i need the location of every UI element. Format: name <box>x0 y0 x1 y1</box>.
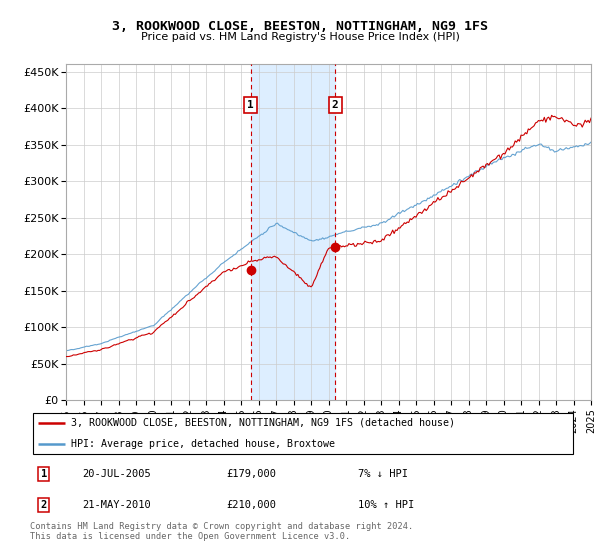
Bar <box>251 64 335 400</box>
Text: 1: 1 <box>41 469 47 479</box>
Text: 1: 1 <box>247 100 254 110</box>
Text: HPI: Average price, detached house, Broxtowe: HPI: Average price, detached house, Brox… <box>71 439 335 449</box>
Text: 2: 2 <box>41 500 47 510</box>
Text: Contains HM Land Registry data © Crown copyright and database right 2024.
This d: Contains HM Land Registry data © Crown c… <box>30 522 413 542</box>
Text: £179,000: £179,000 <box>227 469 277 479</box>
Text: Price paid vs. HM Land Registry's House Price Index (HPI): Price paid vs. HM Land Registry's House … <box>140 32 460 43</box>
Text: 7% ↓ HPI: 7% ↓ HPI <box>358 469 407 479</box>
Text: 21-MAY-2010: 21-MAY-2010 <box>82 500 151 510</box>
Text: 10% ↑ HPI: 10% ↑ HPI <box>358 500 414 510</box>
Text: 2: 2 <box>332 100 338 110</box>
FancyBboxPatch shape <box>33 413 573 454</box>
Text: 3, ROOKWOOD CLOSE, BEESTON, NOTTINGHAM, NG9 1FS (detached house): 3, ROOKWOOD CLOSE, BEESTON, NOTTINGHAM, … <box>71 418 455 428</box>
Text: 3, ROOKWOOD CLOSE, BEESTON, NOTTINGHAM, NG9 1FS: 3, ROOKWOOD CLOSE, BEESTON, NOTTINGHAM, … <box>112 20 488 32</box>
Text: 20-JUL-2005: 20-JUL-2005 <box>82 469 151 479</box>
Text: £210,000: £210,000 <box>227 500 277 510</box>
